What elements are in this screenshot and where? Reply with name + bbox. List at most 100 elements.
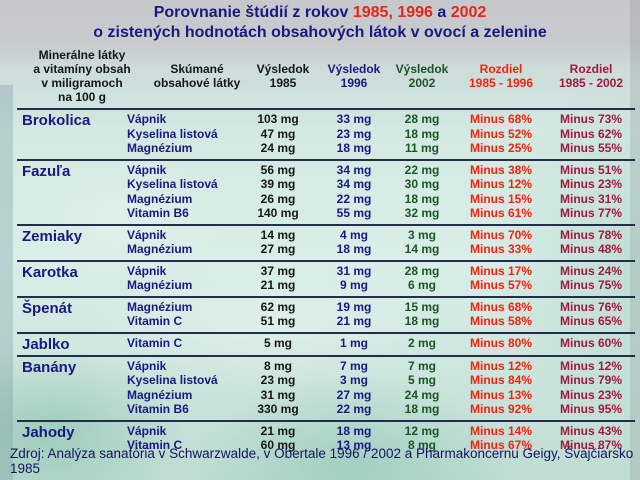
cell-v1996: 21 mg: [336, 314, 372, 328]
cell-v1985: 330 mg: [257, 402, 299, 416]
table-row: Vitamin C 60 mg 13 mg 8 mg Minus 67% Minus 87…: [127, 438, 635, 453]
food-section: Brokolica Vápnik 103 mg 33 mg 28 mg Minus 68%…: [17, 108, 635, 159]
cell-v2002: 22 mg: [404, 162, 440, 177]
cell-d1: Minus 14%: [469, 423, 532, 438]
column-header: Výsledok 1985: [247, 62, 319, 90]
cell-d1: Minus 57%: [469, 278, 532, 292]
cell-substance: Magnézium: [127, 278, 193, 292]
cell-d1: Minus 33%: [469, 242, 532, 256]
cell-v2002: 18 mg: [404, 126, 440, 141]
cell-v1996: 3 mg: [339, 373, 368, 387]
cell-d1: Minus 38%: [469, 162, 532, 177]
food-section: Jablko Vitamin C 5 mg 1 mg 2 mg Minus 80% Minu…: [17, 331, 635, 355]
column-header-line: 1985: [269, 76, 297, 90]
column-header-line: Výsledok: [256, 62, 310, 76]
cell-v1985: 60 mg: [260, 438, 296, 452]
cell-d2: Minus 76%: [559, 299, 622, 314]
cell-substance: Magnézium: [127, 242, 193, 256]
cell-v1985: 140 mg: [257, 206, 299, 220]
cell-substance: Vápnik: [127, 227, 167, 242]
cell-d2: Minus 73%: [559, 112, 622, 126]
table-row: Vitamin B6 140 mg 55 mg 32 mg Minus 61% Minus…: [127, 206, 635, 221]
cell-v1985: 26 mg: [260, 191, 296, 206]
cell-v1985: 23 mg: [260, 373, 296, 387]
cell-d2: Minus 60%: [559, 335, 622, 350]
cell-substance: Kyselina listová: [127, 126, 218, 141]
title-conjunction: a: [432, 4, 451, 21]
food-name: Banány: [22, 358, 77, 376]
source-note: Zdroj: Analýza sanatória v Schwarzwalde,…: [10, 446, 634, 476]
food-section: Špenát Magnézium 62 mg 19 mg 15 mg Minus 68% M…: [17, 295, 635, 332]
cell-v1985: 21 mg: [260, 423, 296, 438]
column-header: Skúmané obsahové látky: [147, 62, 247, 90]
cell-d1: Minus 12%: [469, 177, 532, 191]
title-text: Porovnanie štúdií z rokov: [153, 4, 353, 21]
cell-v1985: 27 mg: [260, 242, 296, 256]
cell-d2: Minus 43%: [559, 423, 622, 438]
cell-substance: Vitamin C: [127, 314, 183, 328]
cell-v1996: 19 mg: [336, 299, 372, 314]
cell-v1985: 56 mg: [260, 162, 296, 177]
column-header: Minerálne látky a vitamíny obsah v miligra…: [17, 48, 147, 104]
cell-v1985: 103 mg: [257, 112, 299, 126]
cell-d1: Minus 61%: [469, 206, 532, 220]
food-name: Jablko: [22, 335, 70, 353]
cell-substance: Vápnik: [127, 112, 167, 126]
cell-v1996: 4 mg: [339, 227, 368, 242]
food-name: Brokolica: [22, 112, 91, 129]
food-section: Banány Vápnik 8 mg 7 mg 7 mg Minus 12% Minus 1…: [17, 354, 635, 420]
cell-d1: Minus 68%: [469, 112, 532, 126]
cell-v1996: 55 mg: [336, 206, 372, 220]
food-section: Karotka Vápnik 37 mg 31 mg 28 mg Minus 17% Min…: [17, 259, 635, 296]
cell-d2: Minus 78%: [559, 227, 622, 242]
cell-substance: Vápnik: [127, 358, 167, 373]
cell-d2: Minus 65%: [559, 314, 622, 328]
cell-v2002: 28 mg: [404, 263, 440, 278]
cell-v1996: 31 mg: [336, 263, 372, 278]
cell-v1985: 51 mg: [260, 314, 296, 328]
table-row: Vápnik 8 mg 7 mg 7 mg Minus 12% Minus 12%: [127, 359, 635, 374]
cell-d1: Minus 80%: [469, 335, 532, 350]
cell-v2002: 28 mg: [404, 112, 440, 126]
cell-v2002: 30 mg: [404, 177, 440, 191]
background-right-strip: [630, 0, 640, 480]
table-row: Vápnik 103 mg 33 mg 28 mg Minus 68% Minus 73%: [127, 112, 635, 127]
table-row: Magnézium 27 mg 18 mg 14 mg Minus 33% Minus 4…: [127, 242, 635, 257]
cell-d1: Minus 67%: [469, 438, 532, 452]
cell-v1985: 24 mg: [260, 141, 296, 155]
cell-v1996: 18 mg: [336, 242, 372, 256]
cell-substance: Magnézium: [127, 299, 193, 314]
column-header: Výsledok 1996: [319, 62, 389, 90]
food-section: Zemiaky Vápnik 14 mg 4 mg 3 mg Minus 70% Minus…: [17, 223, 635, 260]
table-row: Kyselina listová 39 mg 34 mg 30 mg Minus 12%…: [127, 177, 635, 192]
cell-v1996: 23 mg: [336, 126, 372, 141]
title-years: 1985, 1996: [352, 4, 433, 21]
cell-substance: Magnézium: [127, 191, 193, 206]
column-header: Rozdiel 1985 - 2002: [547, 62, 635, 90]
food-name: Zemiaky: [22, 227, 83, 245]
column-header-line: na 100 g: [57, 90, 107, 104]
cell-d1: Minus 68%: [469, 299, 532, 314]
cell-v1996: 27 mg: [336, 387, 372, 402]
cell-substance: Vitamin B6: [127, 206, 189, 220]
cell-substance: Kyselina listová: [127, 373, 218, 387]
cell-v1985: 37 mg: [260, 263, 296, 278]
cell-v2002: 12 mg: [404, 423, 440, 438]
table-header-row: Minerálne látky a vitamíny obsah v miligra…: [17, 46, 635, 108]
column-header-line: Rozdiel: [569, 62, 613, 76]
table-row: Vápnik 56 mg 34 mg 22 mg Minus 38% Minus 51%: [127, 163, 635, 178]
cell-d2: Minus 87%: [559, 438, 622, 452]
cell-d1: Minus 84%: [469, 373, 532, 387]
section-rows: Vápnik 103 mg 33 mg 28 mg Minus 68% Minus 73%…: [127, 112, 635, 156]
table-row: Vitamin B6 330 mg 22 mg 18 mg Minus 92% Minus…: [127, 402, 635, 417]
cell-d1: Minus 15%: [469, 191, 532, 206]
cell-d2: Minus 77%: [559, 206, 622, 220]
cell-d2: Minus 75%: [559, 278, 622, 292]
cell-substance: Vápnik: [127, 263, 167, 278]
table-row: Vitamin C 51 mg 21 mg 18 mg Minus 58% Minus 6…: [127, 314, 635, 329]
cell-d2: Minus 79%: [559, 373, 622, 387]
table-row: Magnézium 24 mg 18 mg 11 mg Minus 25% Minus 5…: [127, 141, 635, 156]
table-row: Kyselina listová 47 mg 23 mg 18 mg Minus 52%…: [127, 127, 635, 142]
cell-substance: Magnézium: [127, 141, 193, 155]
table-row: Magnézium 21 mg 9 mg 6 mg Minus 57% Minus 75%: [127, 278, 635, 293]
